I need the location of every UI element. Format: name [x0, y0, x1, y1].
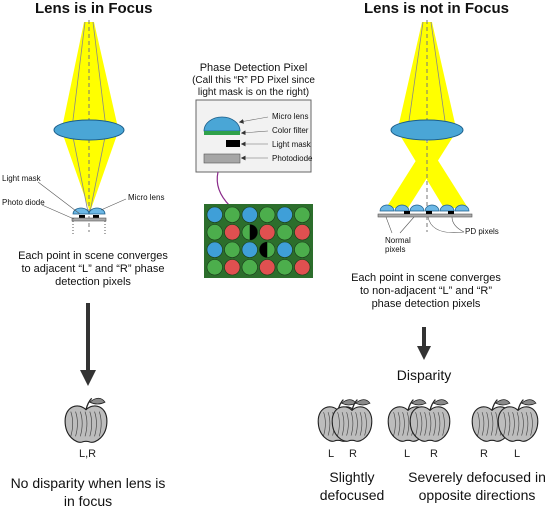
right-main-lens [391, 120, 463, 140]
left-apple-label: L,R [79, 448, 96, 460]
apple-2-left-label: L [404, 448, 410, 460]
micro-lens-label: Micro lens [128, 193, 164, 202]
bayer-pixel [277, 242, 293, 258]
bayer-pixel-grid [204, 204, 313, 278]
bayer-pixel [295, 207, 311, 223]
pd-pixels-label: PD pixels [465, 227, 499, 236]
pd-pixels-pointer-a [428, 217, 464, 233]
left-lower-beam [62, 132, 118, 212]
bayer-pixel [242, 207, 258, 223]
bayer-pixel [207, 260, 223, 276]
bayer-pixel [225, 242, 241, 258]
apple-2-right-label: R [430, 448, 438, 460]
severely-defocused-label: Severely defocused in opposite direction… [404, 468, 550, 504]
apple-3-right-label: L [514, 448, 520, 460]
apple-1-right [332, 400, 372, 442]
light-mask-label: Light mask [2, 174, 41, 183]
micro-lens-pointer [101, 199, 126, 210]
legend-light-mask-label: Light mask [272, 140, 311, 149]
bayer-pixel [295, 225, 311, 241]
legend-photodiode-label: Photodiode [272, 154, 312, 163]
legend-color-filter-label: Color filter [272, 126, 308, 135]
bayer-pixel [295, 260, 311, 276]
right-mask-2 [426, 211, 432, 214]
normal-pixels-label: Normal pixels [385, 236, 415, 254]
legend-color-filter-shape [204, 131, 240, 135]
photo-diode-label: Photo diode [2, 198, 45, 207]
apple-1-right-label: R [349, 448, 357, 460]
right-mask-1 [404, 211, 410, 214]
left-result: No disparity when lens is in focus [8, 474, 168, 510]
right-down-arrow-head [417, 346, 431, 360]
slightly-defocused-label: Slightly defocused [312, 468, 392, 504]
apple-illustrations [65, 398, 538, 442]
right-description: Each point in scene converges to non-adj… [350, 272, 502, 311]
left-description: Each point in scene converges to adjacen… [18, 250, 168, 289]
left-photodiode-strip [72, 218, 106, 221]
photo-diode-pointer [42, 205, 74, 219]
left-main-lens [54, 120, 124, 140]
apple-2-right [410, 400, 450, 442]
right-title: Lens is not in Focus [364, 0, 509, 17]
disparity-label: Disparity [374, 366, 474, 384]
bayer-pixel [242, 260, 258, 276]
left-down-arrow-head [80, 370, 96, 386]
right-optics [378, 20, 472, 233]
bayer-pixel [207, 242, 223, 258]
left-mask-r [93, 215, 99, 218]
bayer-pixel [225, 207, 241, 223]
left-mask-l [79, 215, 85, 218]
bayer-pixel [295, 242, 311, 258]
apple-3-left-label: R [480, 448, 488, 460]
legend-light-mask-shape [226, 140, 240, 147]
bayer-pixel [225, 225, 241, 241]
bayer-pixel [207, 207, 223, 223]
bayer-pixel [277, 260, 293, 276]
right-mask-3 [448, 211, 454, 214]
bayer-pixel [260, 260, 276, 276]
bayer-pixel [260, 207, 276, 223]
legend-photodiode-shape [204, 154, 240, 163]
left-micro-lens-r [89, 208, 105, 214]
bayer-pixel [242, 242, 258, 258]
apple-1-left-label: L [328, 448, 334, 460]
normal-pixels-pointer-b [400, 217, 414, 233]
left-micro-lens-l [73, 208, 89, 214]
bayer-pixel [277, 225, 293, 241]
center-title-3: light mask is on the right) [180, 86, 327, 99]
bayer-pixel [207, 225, 223, 241]
apple-in-focus [65, 398, 107, 442]
apple-3-right [498, 400, 538, 442]
normal-pixels-pointer-a [386, 217, 392, 233]
bayer-pixel [225, 260, 241, 276]
left-title: Lens is in Focus [35, 0, 153, 17]
left-optics [38, 20, 126, 234]
bayer-pixel [277, 207, 293, 223]
left-upper-beam [62, 22, 118, 128]
legend-micro-lens-label: Micro lens [272, 112, 308, 121]
pd-pixels-pointer-b [452, 217, 464, 232]
right-pixel-strip [378, 214, 472, 217]
bayer-pixel [260, 225, 276, 241]
